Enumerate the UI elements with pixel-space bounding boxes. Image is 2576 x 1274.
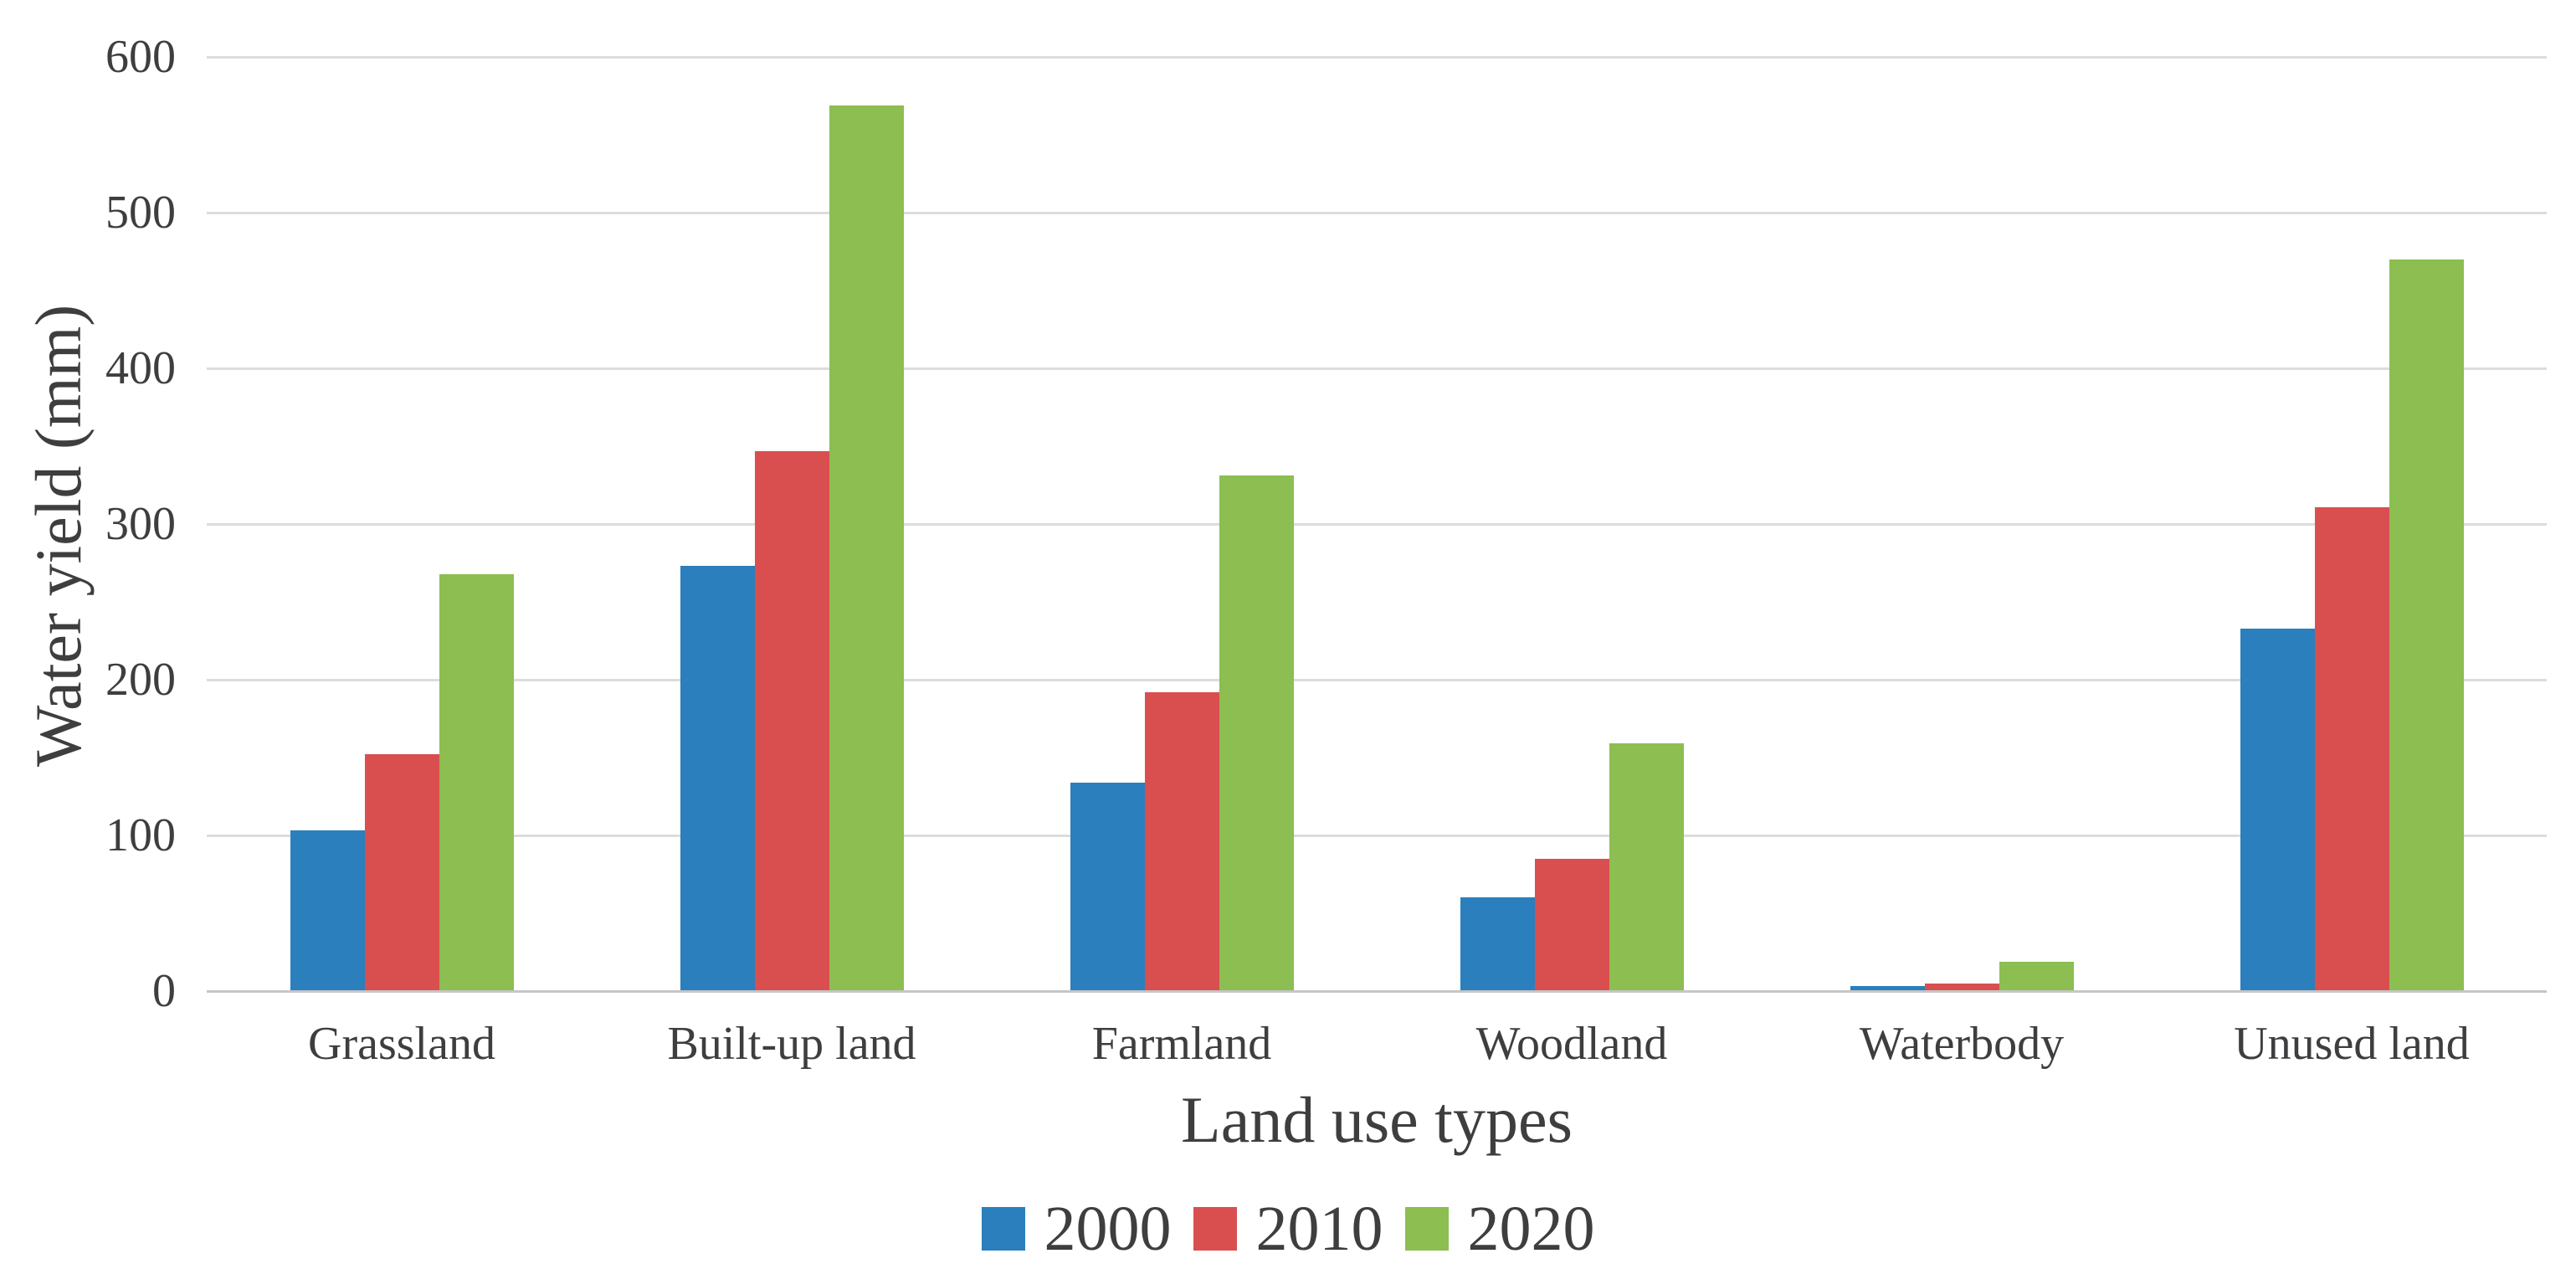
y-tick-label: 600 <box>105 31 176 83</box>
y-tick-label: 200 <box>105 654 176 706</box>
bar-2020-woodland <box>1609 743 1684 991</box>
bar-2010-waterbody <box>1924 983 1999 991</box>
bar-group <box>2157 57 2547 991</box>
bar-group <box>597 57 987 991</box>
x-tick-label: Built-up land <box>667 1018 916 1070</box>
bar-2010-built-up-land <box>754 450 829 991</box>
bar-group <box>1377 57 1767 991</box>
bar-2000-waterbody <box>1850 986 1925 991</box>
gridline <box>207 523 2547 526</box>
y-tick-label: 300 <box>105 498 176 550</box>
bar-2000-grassland <box>290 830 365 991</box>
bar-2000-woodland <box>1460 897 1535 991</box>
legend-label: 2020 <box>1467 1194 1595 1264</box>
legend: 2000 2010 2020 <box>0 1194 2576 1264</box>
x-tick-label: Farmland <box>1091 1018 1272 1070</box>
y-axis-title: Water yield (mm) <box>22 304 95 768</box>
y-tick-label: 100 <box>105 809 176 861</box>
x-tick-label: Waterbody <box>1859 1018 2065 1070</box>
x-tick-label: Grassland <box>308 1018 495 1070</box>
legend-item-2000: 2000 <box>981 1194 1172 1264</box>
legend-item-2020: 2020 <box>1404 1194 1595 1264</box>
legend-swatch-2010 <box>1193 1207 1237 1251</box>
bar-2020-unused-land <box>2389 259 2464 991</box>
bar-group <box>987 57 1377 991</box>
bar-2010-grassland <box>364 754 439 991</box>
x-tick-label: Woodland <box>1475 1018 1668 1070</box>
y-tick-label: 500 <box>105 187 176 239</box>
y-tick-label: 400 <box>105 342 176 394</box>
x-axis-line <box>207 990 2547 993</box>
bar-2020-grassland <box>439 573 514 991</box>
gridline <box>207 56 2547 59</box>
y-tick-label: 0 <box>152 965 176 1017</box>
bar-2000-built-up-land <box>680 566 755 991</box>
gridline <box>207 679 2547 681</box>
bar-2020-farmland <box>1219 475 1294 991</box>
gridline <box>207 835 2547 837</box>
bar-group <box>207 57 597 991</box>
bar-group <box>1767 57 2157 991</box>
legend-swatch-2020 <box>1404 1207 1449 1251</box>
gridline <box>207 367 2547 370</box>
bar-2020-waterbody <box>1999 961 2074 991</box>
legend-swatch-2000 <box>981 1207 1025 1251</box>
legend-label: 2010 <box>1255 1194 1383 1264</box>
gridline <box>207 212 2547 214</box>
bar-2000-farmland <box>1070 782 1145 991</box>
bar-2010-farmland <box>1144 691 1219 991</box>
x-tick-label: Unused land <box>2234 1018 2470 1070</box>
legend-item-2010: 2010 <box>1193 1195 1383 1262</box>
bar-2010-woodland <box>1534 858 1609 991</box>
legend-label: 2000 <box>1044 1194 1172 1264</box>
bar-2000-unused-land <box>2240 628 2315 991</box>
bar-2010-unused-land <box>2314 506 2389 991</box>
x-axis-title: Land use types <box>1181 1083 1573 1156</box>
bar-2020-built-up-land <box>829 105 904 991</box>
